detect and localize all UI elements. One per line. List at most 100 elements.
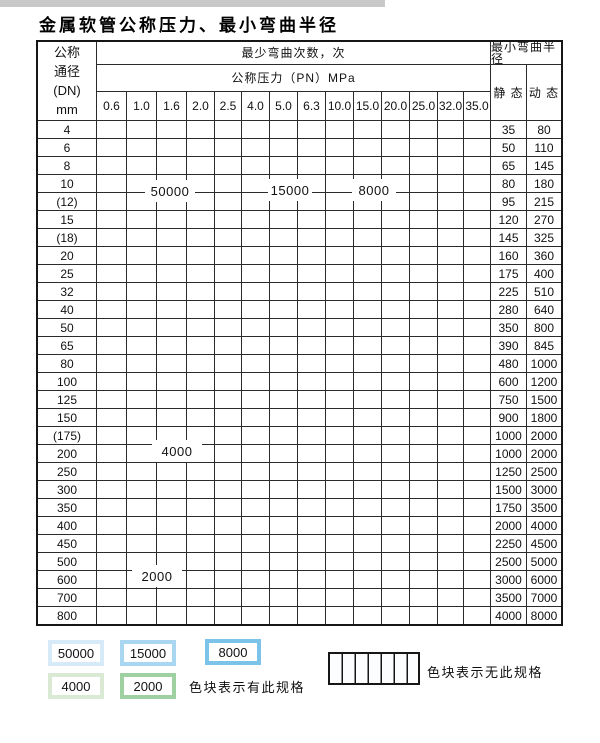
dynamic-radius-cell: 80 [527, 121, 561, 138]
spec-cell-S [410, 589, 437, 606]
spec-cell-S [354, 553, 381, 570]
spec-cell-S [270, 517, 297, 534]
dynamic-radius-cell: 270 [527, 211, 561, 228]
spec-cell-L [127, 319, 156, 336]
spec-cell-M [242, 265, 269, 282]
spec-cell-S [382, 481, 409, 498]
spec-cell-G [97, 391, 126, 408]
spec-cell-S [326, 337, 353, 354]
spec-cell-S [382, 499, 409, 516]
spec-cell-L [215, 247, 241, 264]
static-radius-cell: 350 [491, 319, 526, 336]
bend-cycles-header: 最少弯曲次数，次 [97, 42, 490, 64]
spec-cell-L [187, 157, 214, 174]
spec-cell-S [298, 355, 325, 372]
spec-cell-M [270, 211, 297, 228]
spec-cell-M [157, 337, 186, 354]
spec-cell-S [438, 265, 463, 282]
spec-cell-L [215, 265, 241, 282]
static-radius-cell: 65 [491, 157, 526, 174]
spec-cell-S [410, 553, 437, 570]
spec-cell-L [97, 247, 126, 264]
pressure-tick: 15.0 [354, 92, 381, 120]
spec-cell-S [464, 175, 490, 192]
spec-cell-S [326, 571, 353, 588]
spec-cell-M [298, 265, 325, 282]
dynamic-radius-cell: 4000 [527, 517, 561, 534]
legend-swatch-4000: 4000 [48, 673, 104, 699]
spec-cell-M [270, 247, 297, 264]
static-radius-cell: 120 [491, 211, 526, 228]
spec-cell-S [438, 355, 463, 372]
spec-cell-G [157, 409, 186, 426]
spec-cell-S [298, 499, 325, 516]
spec-cell-D [242, 337, 269, 354]
static-radius-cell: 750 [491, 391, 526, 408]
spec-cell-L [187, 265, 214, 282]
static-radius-cell: 225 [491, 283, 526, 300]
spec-cell-S [410, 355, 437, 372]
spec-cell-H [215, 499, 241, 516]
spec-cell-L [127, 211, 156, 228]
dn-cell: 300 [38, 481, 96, 498]
spec-cell-D [298, 319, 325, 336]
spec-cell-S [354, 301, 381, 318]
spec-cell-G [187, 391, 214, 408]
spec-cell-H [157, 499, 186, 516]
spec-cell-G [97, 463, 126, 480]
spec-cell-S [298, 427, 325, 444]
spec-cell-M [242, 301, 269, 318]
spec-cell-H [215, 553, 241, 570]
page-title: 金属软管公称压力、最小弯曲半径 [39, 16, 339, 36]
spec-cell-S [464, 589, 490, 606]
spec-cell-G [127, 391, 156, 408]
static-radius-cell: 600 [491, 373, 526, 390]
dn-cell: (12) [38, 193, 96, 210]
dynamic-radius-cell: 800 [527, 319, 561, 336]
spec-cell-H [157, 535, 186, 552]
spec-cell-D [354, 157, 381, 174]
spec-cell-M [270, 157, 297, 174]
spec-cell-G [242, 445, 269, 462]
static-radius-cell: 390 [491, 337, 526, 354]
spec-cell-M [242, 247, 269, 264]
spec-cell-S [438, 445, 463, 462]
static-radius-cell: 3500 [491, 589, 526, 606]
dynamic-radius-cell: 110 [527, 139, 561, 156]
spec-cell-S [187, 607, 214, 624]
spec-cell-S [354, 337, 381, 354]
spec-cell-S [464, 445, 490, 462]
spec-cell-S [464, 373, 490, 390]
spec-cell-L [157, 265, 186, 282]
spec-cell-S [326, 373, 353, 390]
legend-swatch-8000: 8000 [205, 639, 261, 665]
dynamic-radius-cell: 1800 [527, 409, 561, 426]
spec-cell-D [270, 337, 297, 354]
legend-swatch-label: 2000 [124, 677, 172, 695]
pressure-tick: 2.0 [187, 92, 214, 120]
dynamic-radius-cell: 325 [527, 229, 561, 246]
spec-cell-H [215, 535, 241, 552]
spec-cell-L [215, 283, 241, 300]
spec-cell-M [215, 355, 241, 372]
spec-cell-D [354, 247, 381, 264]
spec-cell-L [97, 211, 126, 228]
pressure-tick: 5.0 [270, 92, 297, 120]
spec-cell-D [326, 247, 353, 264]
spec-cell-S [326, 481, 353, 498]
spec-cell-S [326, 463, 353, 480]
spec-cell-L [127, 157, 156, 174]
spec-cell-S [354, 373, 381, 390]
spec-cell-G [97, 481, 126, 498]
dynamic-radius-cell: 3000 [527, 481, 561, 498]
spec-cell-G [215, 481, 241, 498]
pressure-tick: 1.6 [157, 92, 186, 120]
spec-cell-S [270, 589, 297, 606]
spec-cell-L [215, 211, 241, 228]
spec-cell-M [242, 175, 269, 192]
spec-cell-G [215, 409, 241, 426]
spec-cell-D [382, 211, 409, 228]
spec-cell-H [187, 517, 214, 534]
spec-cell-S [270, 391, 297, 408]
spec-cell-M [215, 301, 241, 318]
